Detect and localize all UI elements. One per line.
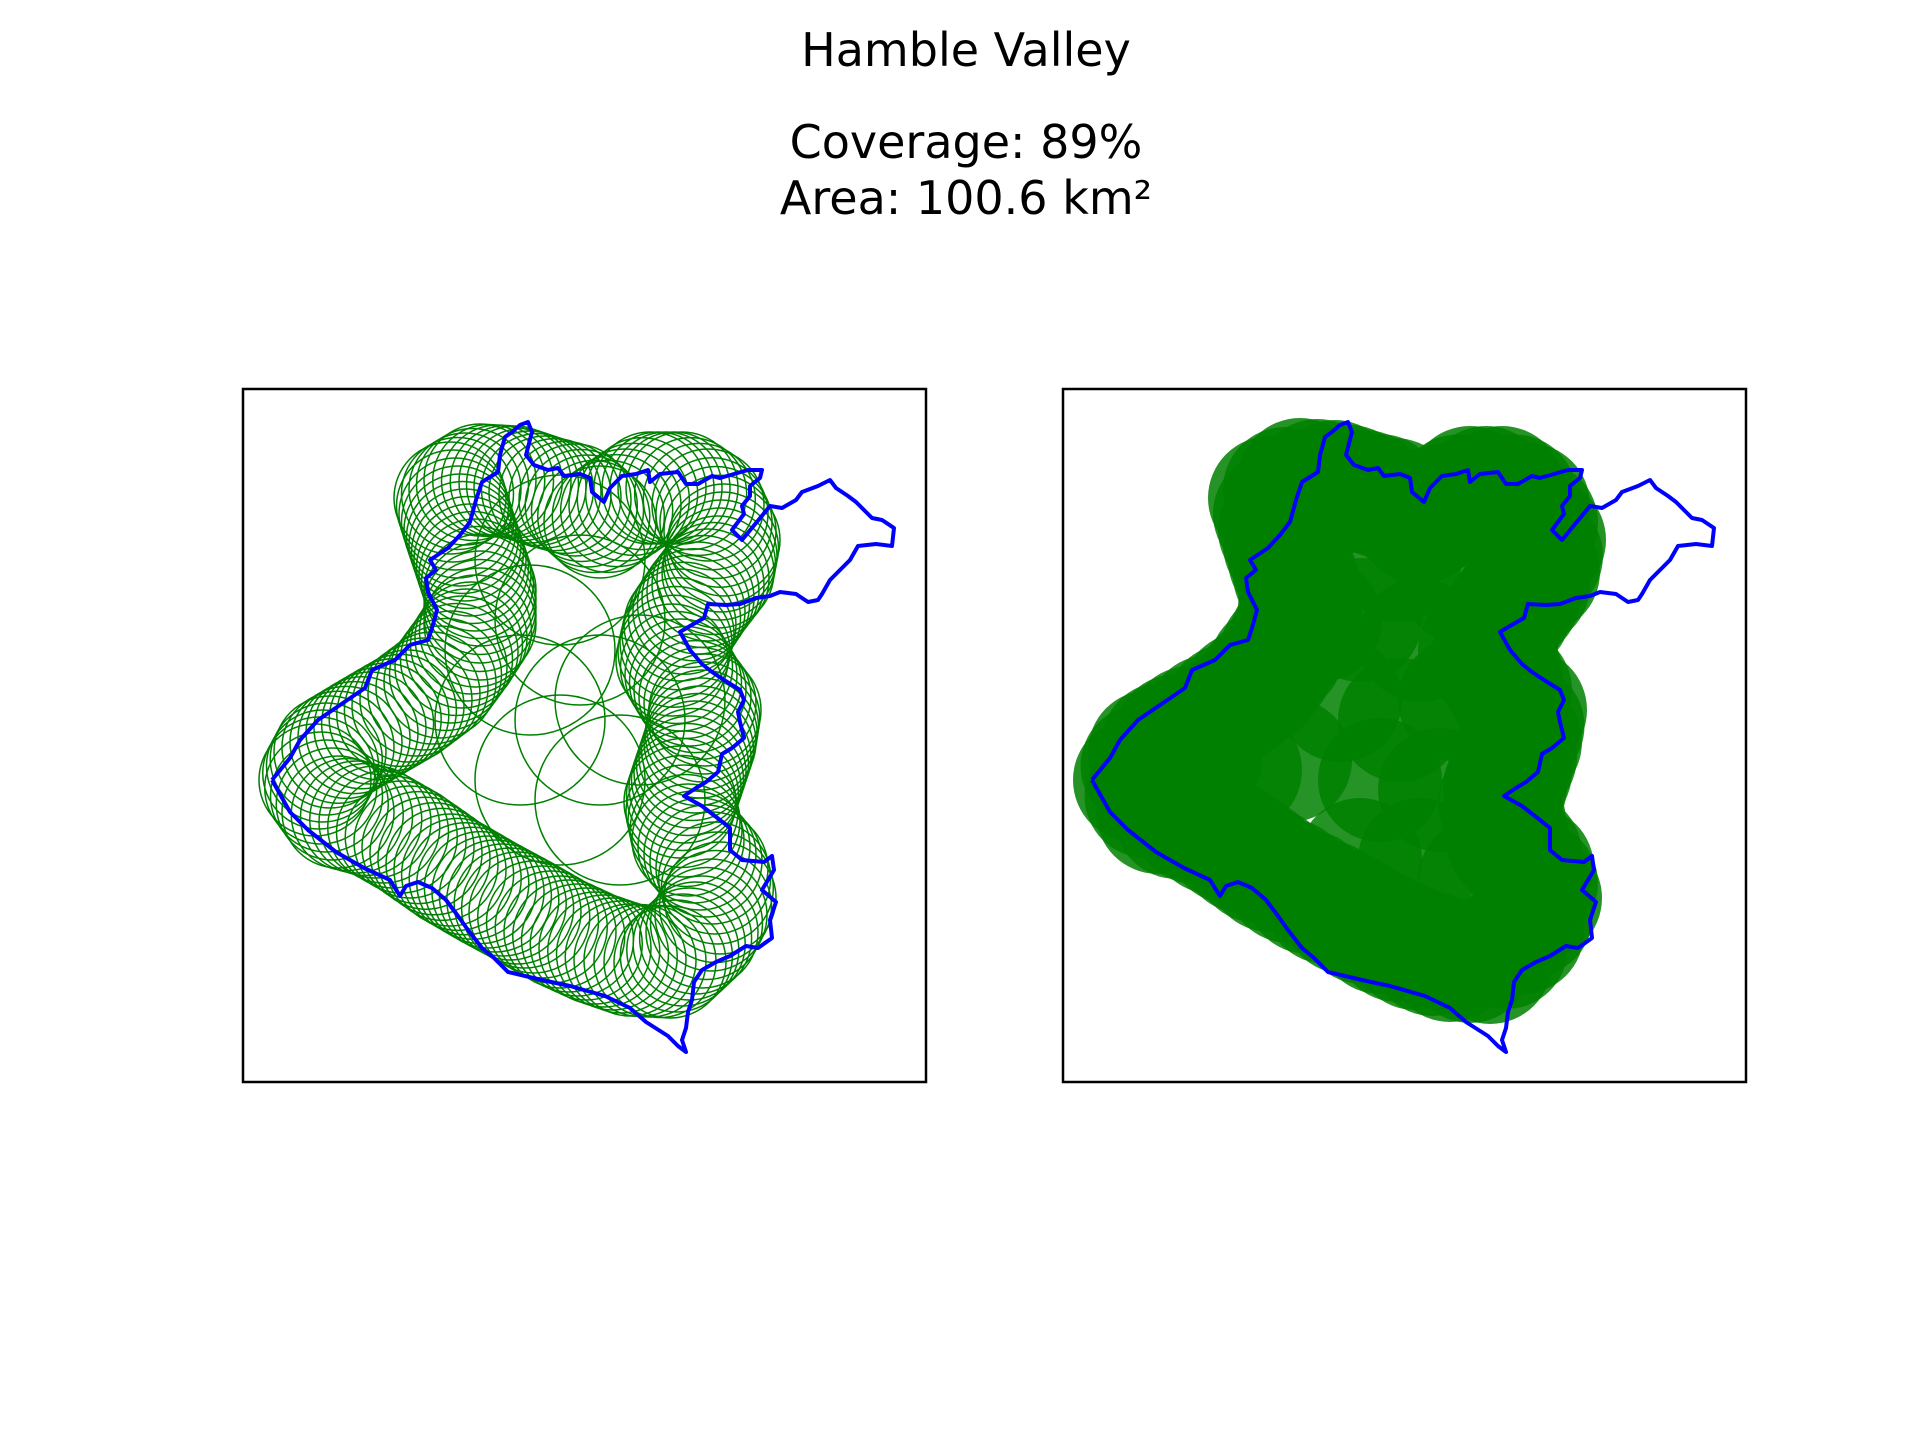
coverage-disc: [1418, 588, 1542, 712]
coverage-ring: [551, 459, 666, 574]
coverage-ring: [275, 747, 389, 861]
panel-left-frame: [241, 387, 928, 1084]
coverage-ring: [405, 595, 519, 709]
coverage-ring: [351, 649, 465, 763]
coverage-ring: [388, 617, 503, 732]
coverage-ring: [413, 503, 527, 617]
panel-right-filled-coverage: [1061, 387, 1748, 1084]
coverage-disc: [1138, 698, 1262, 822]
coverage-disc: [1418, 818, 1542, 942]
coverage-ring: [431, 835, 545, 949]
coverage-ring: [638, 700, 752, 814]
coverage-ring: [423, 533, 537, 647]
coverage-ring: [530, 454, 645, 568]
coverage-ring: [619, 610, 734, 725]
coverage-ring: [633, 436, 748, 551]
coverage-ring: [632, 554, 746, 669]
coverage-ring: [631, 783, 745, 897]
coverage-ring: [265, 709, 380, 823]
coverage-ring: [667, 483, 781, 597]
coverage-ring: [408, 822, 522, 936]
coverage-ring: [418, 518, 532, 632]
coverage-ring: [635, 707, 750, 822]
coverage-ring: [398, 457, 512, 571]
coverage-ring: [615, 603, 729, 717]
coverage-ring: [395, 449, 510, 563]
coverage-ring: [444, 564, 616, 736]
coverage-ring: [474, 474, 646, 646]
coverage-ring: [503, 875, 617, 989]
coverage-ring: [335, 775, 450, 889]
coverage-ring: [663, 841, 777, 955]
coverage-ring: [281, 755, 395, 869]
coverage-rings: [258, 423, 781, 1019]
coverage-ring: [281, 690, 395, 804]
coverage-ring: [649, 866, 764, 981]
coverage-disc: [1213, 452, 1337, 576]
coverage-ring: [518, 443, 632, 557]
region-boundary-left: [270, 420, 896, 1054]
coverage-ring: [273, 695, 387, 809]
coverage-ring: [643, 797, 757, 911]
coverage-ring: [534, 714, 706, 886]
coverage-ring: [645, 875, 759, 989]
coverage-ring: [327, 770, 441, 884]
coverage-ring: [636, 548, 751, 662]
coverage-ring: [627, 764, 741, 878]
coverage-ring: [656, 521, 770, 636]
coverage-ring: [629, 773, 743, 888]
coverage-ring: [289, 685, 403, 800]
coverage-ring: [410, 495, 525, 610]
region-boundary-right: [1090, 420, 1716, 1054]
coverage-ring: [262, 716, 376, 830]
map-title: Hamble Valley: [801, 23, 1131, 77]
coverage-ring: [297, 680, 411, 795]
coverage-ring: [651, 528, 765, 642]
coverage-ring: [269, 739, 384, 853]
coverage-ring: [554, 614, 726, 786]
coverage-ring: [494, 534, 666, 706]
coverage-ring: [420, 525, 535, 640]
coverage-ring: [630, 722, 745, 837]
region-boundary-line: [270, 420, 896, 1054]
coverage-ring: [520, 883, 635, 997]
coverage-ring: [403, 473, 517, 587]
coverage-ring: [361, 790, 475, 905]
coverage-ring: [400, 436, 515, 551]
coverage-ring: [400, 817, 515, 932]
coverage-ring: [309, 762, 423, 877]
coverage-ring: [400, 465, 515, 579]
coverage-ring: [642, 442, 757, 557]
coverage-ring: [555, 897, 670, 1011]
panel-left-outline-coverage: [241, 387, 928, 1084]
coverage-ring: [383, 625, 497, 739]
region-boundary-line: [1090, 420, 1716, 1054]
coverage-ring: [394, 610, 508, 724]
coverage-ring: [662, 507, 777, 621]
coverage-ring: [524, 448, 638, 563]
coverage-ring: [654, 858, 768, 972]
coverage-ring: [547, 894, 661, 1008]
coverage-ring: [393, 813, 507, 927]
coverage-ring: [399, 602, 514, 717]
coverage-ring: [559, 453, 674, 568]
coverage-fill: [1073, 418, 1606, 1024]
coverage-ring: [269, 702, 383, 816]
coverage-ring: [651, 448, 765, 562]
area-label: Area: 100.6 km²: [780, 171, 1152, 225]
panel-right-frame: [1061, 387, 1748, 1084]
coverage-ring: [512, 879, 626, 993]
coverage-ring: [619, 585, 733, 700]
coverage-label: Coverage: 89%: [790, 115, 1143, 169]
coverage-ring: [474, 694, 646, 866]
coverage-ring: [468, 855, 582, 969]
